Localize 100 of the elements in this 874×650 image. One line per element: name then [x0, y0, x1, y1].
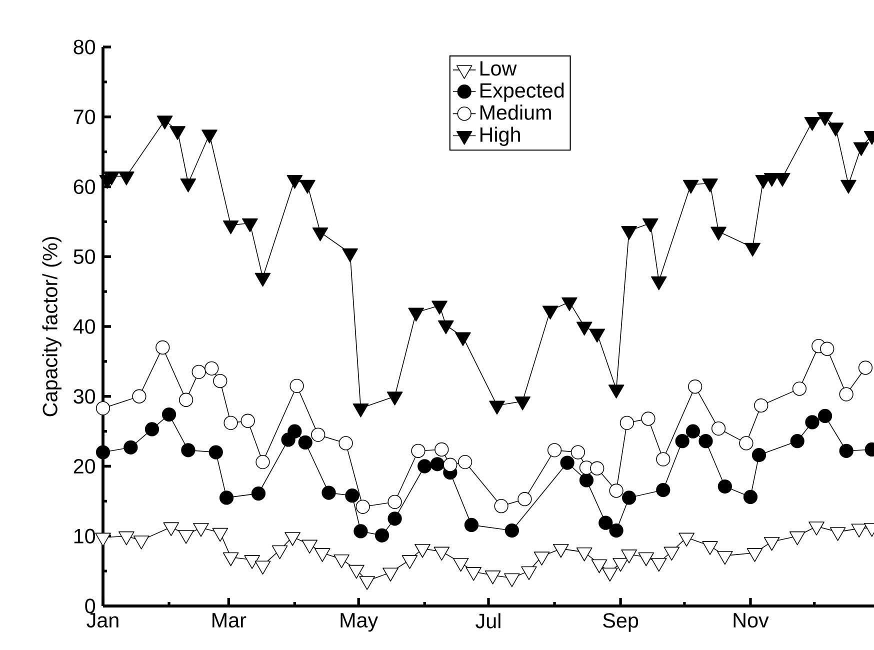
point	[818, 408, 832, 424]
x-tick-label: Mar	[212, 613, 246, 628]
y-tick-label: 30	[74, 389, 96, 404]
y-tick-label: 0	[85, 598, 96, 614]
point	[698, 434, 713, 448]
point	[254, 272, 271, 287]
legend-label: Expected	[480, 82, 564, 102]
point	[562, 297, 578, 312]
point	[411, 444, 426, 458]
y-tick-label: 70	[74, 110, 96, 124]
point	[579, 473, 594, 488]
x-tick-label: Jul	[476, 613, 500, 628]
point	[620, 416, 634, 430]
point	[430, 457, 444, 472]
point	[718, 479, 732, 494]
point	[743, 490, 758, 504]
point	[805, 415, 820, 430]
point	[458, 454, 472, 470]
point	[820, 342, 834, 356]
point	[656, 452, 670, 466]
point	[590, 461, 604, 476]
point	[804, 117, 820, 131]
point	[494, 499, 508, 514]
legend-label: Low	[480, 61, 517, 76]
point	[251, 486, 266, 501]
point	[675, 434, 690, 448]
x-tick-label: Sep	[603, 613, 638, 632]
point	[455, 332, 471, 346]
point	[840, 180, 856, 194]
y-tick-label: 80	[74, 40, 96, 54]
point	[570, 445, 586, 460]
point	[576, 322, 592, 336]
point	[609, 523, 624, 538]
point	[432, 300, 448, 315]
point	[290, 378, 304, 393]
point	[443, 458, 458, 472]
point	[622, 490, 636, 505]
point	[547, 443, 562, 458]
x-tick-label: Jan	[86, 613, 118, 628]
point	[464, 518, 479, 532]
point	[650, 276, 667, 290]
point	[338, 436, 353, 450]
point	[817, 112, 833, 126]
point	[839, 387, 854, 402]
point	[300, 180, 316, 194]
point	[438, 320, 454, 334]
point	[345, 488, 360, 503]
legend-label: High	[480, 126, 520, 146]
point	[504, 523, 519, 538]
point	[242, 218, 258, 232]
point	[434, 442, 449, 457]
point	[312, 227, 328, 242]
point	[518, 492, 532, 506]
point	[589, 328, 606, 343]
point	[790, 434, 804, 448]
point	[853, 142, 870, 156]
point	[560, 456, 574, 470]
point	[858, 360, 873, 375]
legend-label: Medium	[480, 104, 551, 120]
point	[354, 524, 368, 538]
point	[711, 421, 726, 436]
point	[542, 306, 558, 320]
point	[356, 500, 370, 514]
point	[342, 248, 358, 262]
point	[598, 516, 613, 530]
point	[641, 412, 656, 426]
point	[744, 242, 761, 257]
point	[754, 398, 768, 413]
point	[286, 175, 303, 189]
point	[388, 494, 402, 509]
point	[418, 459, 432, 474]
point	[224, 416, 238, 430]
y-axis-title: Capacity factor/ (%)	[42, 237, 62, 416]
y-tick-label: 20	[74, 458, 96, 474]
point	[621, 226, 637, 240]
point	[839, 444, 854, 458]
point	[642, 218, 658, 232]
point	[240, 414, 255, 428]
point	[710, 226, 726, 241]
point	[739, 436, 754, 450]
y-tick-label: 40	[73, 319, 96, 334]
point	[388, 512, 402, 526]
point	[682, 180, 699, 194]
point	[256, 454, 270, 470]
point	[288, 424, 302, 438]
point	[298, 435, 312, 450]
point	[322, 486, 336, 500]
point	[374, 528, 390, 542]
x-tick-label: May	[340, 613, 378, 632]
point	[686, 424, 700, 438]
y-tick-label: 10	[74, 528, 96, 544]
point	[702, 178, 718, 192]
point	[609, 484, 624, 498]
point	[222, 220, 239, 234]
point	[656, 482, 670, 498]
y-tick-label: 60	[74, 179, 96, 194]
point	[752, 448, 766, 462]
point	[408, 308, 424, 322]
point	[688, 380, 702, 394]
y-tick-label: 50	[74, 249, 96, 264]
